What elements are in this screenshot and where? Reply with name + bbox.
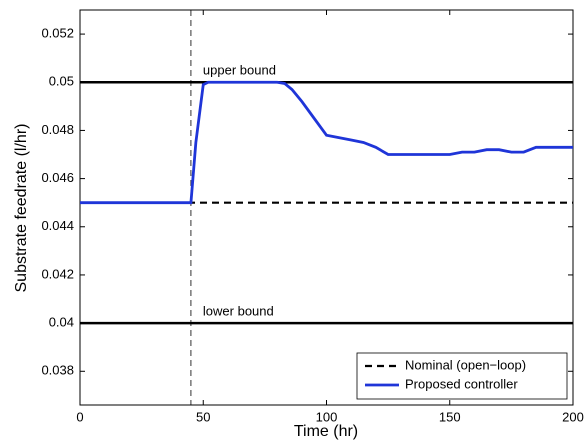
y-tick-label: 0.04 [49, 315, 74, 330]
x-axis-label: Time (hr) [294, 423, 358, 440]
series-line [80, 80, 573, 205]
y-tick-label: 0.038 [41, 363, 74, 378]
legend-box [356, 352, 568, 400]
legend-label: Nominal (open−loop) [405, 357, 526, 372]
y-tick-label: 0.05 [49, 74, 74, 89]
y-tick-label: 0.044 [41, 218, 74, 233]
x-tick-label: 100 [316, 409, 338, 424]
reference-label: lower bound [203, 304, 274, 319]
y-tick-label: 0.048 [41, 122, 74, 137]
y-axis-label: Substrate feedrate (l/hr) [13, 124, 30, 293]
y-tick-label: 0.052 [41, 26, 74, 41]
x-tick-label: 50 [196, 409, 210, 424]
y-tick-label: 0.046 [41, 170, 74, 185]
plot-area [79, 9, 574, 406]
legend-label: Proposed controller [405, 376, 518, 391]
x-tick-label: 150 [439, 409, 461, 424]
x-tick-label: 0 [76, 409, 83, 424]
y-tick-label: 0.042 [41, 266, 74, 281]
x-tick-label: 200 [562, 409, 584, 424]
reference-label: upper bound [203, 63, 276, 78]
